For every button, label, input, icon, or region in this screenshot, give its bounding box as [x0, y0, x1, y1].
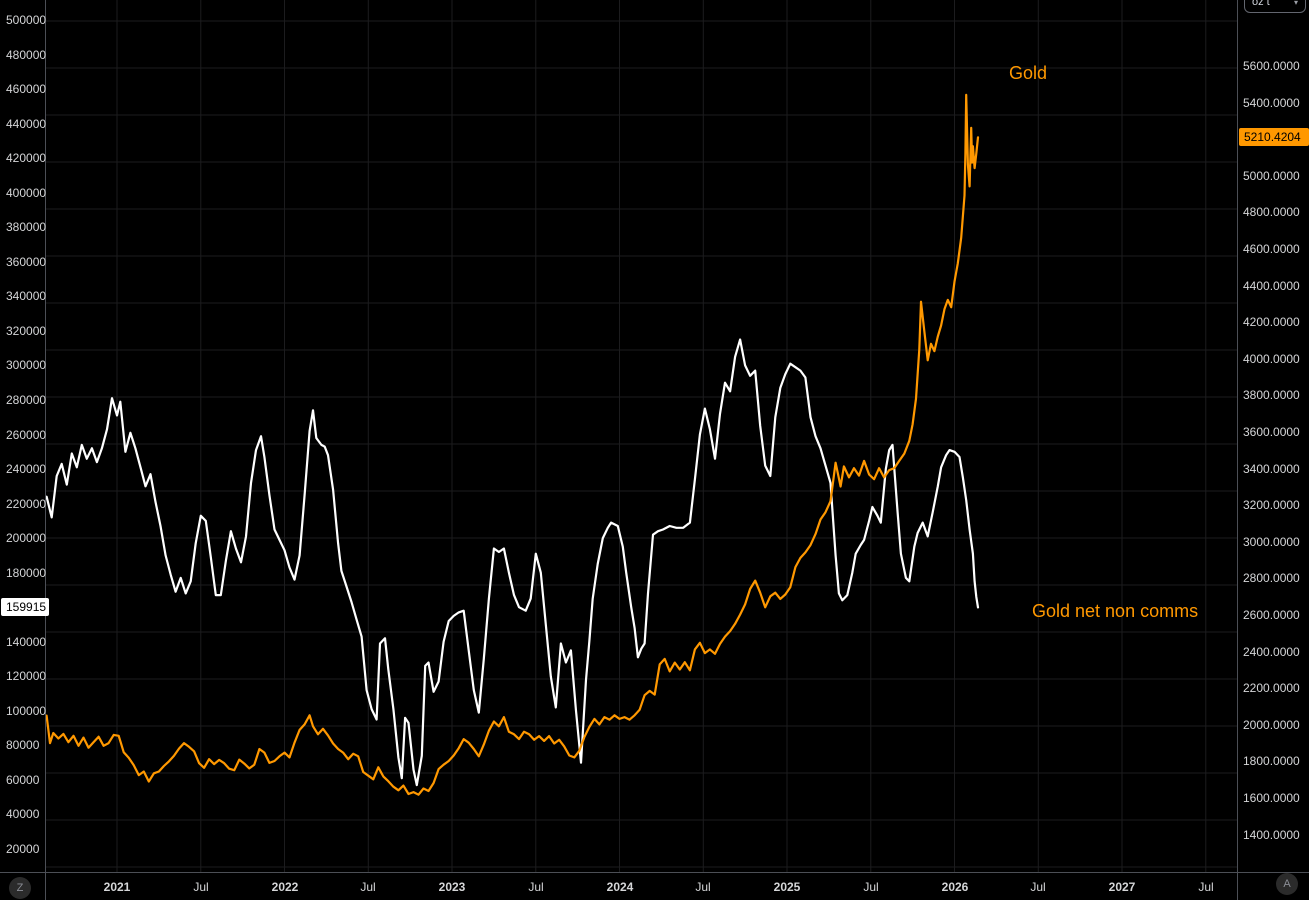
- time-axis-tick: Jul: [695, 880, 711, 894]
- right-axis-border: [1237, 0, 1238, 900]
- timezone-button[interactable]: Z: [9, 877, 31, 899]
- gold-last-price-tag: 5210.4204: [1239, 128, 1309, 146]
- right-axis-tick: 3200.0000: [1243, 498, 1300, 512]
- left-axis-tick: 140000: [6, 635, 47, 649]
- left-axis-tick: 240000: [6, 462, 47, 476]
- right-axis-tick: 2000.0000: [1243, 718, 1300, 732]
- left-axis-tick: 500000: [6, 13, 47, 27]
- chevron-down-icon: ▾: [1293, 0, 1298, 7]
- left-axis-tick: 20000: [6, 842, 40, 856]
- right-axis-tick: 3800.0000: [1243, 388, 1300, 402]
- time-axis[interactable]: 2021 Jul 2022 Jul 2023 Jul 2024 Jul 2025 Jul 2026 J…: [0, 873, 1309, 900]
- chart-plot-area[interactable]: Gold Gold net non comms: [0, 0, 1309, 872]
- gold-series-label[interactable]: Gold: [1009, 63, 1048, 83]
- left-axis-tick: 360000: [6, 255, 47, 269]
- right-axis-tick: 2400.0000: [1243, 645, 1300, 659]
- right-axis-tick: 5600.0000: [1243, 59, 1300, 73]
- right-axis-tick: 2200.0000: [1243, 681, 1300, 695]
- time-axis-tick: 2023: [438, 880, 466, 894]
- left-axis-tick: 480000: [6, 48, 47, 62]
- grid-lines: [46, 0, 1237, 872]
- unit-selector-label: oz t: [1252, 0, 1270, 8]
- left-axis-tick: 60000: [6, 773, 40, 787]
- left-axis-tick: 320000: [6, 324, 47, 338]
- left-price-axis[interactable]: 500000 480000 460000 440000 420000 400000 3800…: [0, 0, 47, 872]
- left-axis-tick: 300000: [6, 358, 47, 372]
- left-axis-tick: 280000: [6, 393, 47, 407]
- time-axis-tick: Jul: [863, 880, 879, 894]
- left-axis-tick: 200000: [6, 531, 47, 545]
- left-axis-tick: 440000: [6, 117, 47, 131]
- net-non-comms-series-label[interactable]: Gold net non comms: [1032, 601, 1199, 621]
- time-axis-tick: 2027: [1108, 880, 1136, 894]
- left-axis-tick: 460000: [6, 82, 47, 96]
- time-axis-tick: 2021: [103, 880, 131, 894]
- unit-selector-dropdown[interactable]: oz t ▾: [1244, 0, 1306, 13]
- right-axis-tick: 2800.0000: [1243, 571, 1300, 585]
- left-axis-border: [45, 0, 46, 900]
- auto-scale-button[interactable]: A: [1276, 873, 1298, 895]
- time-axis-tick: Jul: [1030, 880, 1046, 894]
- time-axis-tick: 2022: [271, 880, 299, 894]
- time-axis-tick: Jul: [528, 880, 544, 894]
- left-axis-tick: 40000: [6, 807, 40, 821]
- left-axis-tick: 100000: [6, 704, 47, 718]
- net-noncomms-series-line: [46, 338, 980, 787]
- time-axis-tick: Jul: [1198, 880, 1214, 894]
- left-axis-tick: 120000: [6, 669, 47, 683]
- gold-series-line: [46, 93, 980, 796]
- right-axis-tick: 1400.0000: [1243, 828, 1300, 842]
- time-axis-tick: Jul: [360, 880, 376, 894]
- right-axis-tick: 3400.0000: [1243, 462, 1300, 476]
- right-axis-tick: 1800.0000: [1243, 754, 1300, 768]
- right-axis-tick: 4800.0000: [1243, 205, 1300, 219]
- right-axis-tick: 3600.0000: [1243, 425, 1300, 439]
- left-axis-tick: 80000: [6, 738, 40, 752]
- right-price-axis[interactable]: 5600.0000 5400.0000 5000.0000 4800.0000 4600…: [1238, 0, 1309, 872]
- time-axis-tick: 2025: [773, 880, 801, 894]
- left-axis-tick: 220000: [6, 497, 47, 511]
- left-axis-tick: 420000: [6, 151, 47, 165]
- time-axis-tick: 2026: [941, 880, 969, 894]
- right-axis-tick: 4200.0000: [1243, 315, 1300, 329]
- right-axis-tick: 4600.0000: [1243, 242, 1300, 256]
- right-axis-tick: 4000.0000: [1243, 352, 1300, 366]
- right-axis-tick: 5000.0000: [1243, 169, 1300, 183]
- left-axis-tick: 180000: [6, 566, 47, 580]
- time-axis-tick: Jul: [193, 880, 209, 894]
- time-axis-tick: 2024: [606, 880, 634, 894]
- left-axis-tick: 380000: [6, 220, 47, 234]
- chart-canvas: [46, 0, 1237, 872]
- right-axis-tick: 5400.0000: [1243, 96, 1300, 110]
- right-axis-tick: 4400.0000: [1243, 279, 1300, 293]
- time-axis-border: [0, 872, 1309, 873]
- left-axis-tick: 340000: [6, 289, 47, 303]
- left-axis-tick: 400000: [6, 186, 47, 200]
- left-axis-tick: 260000: [6, 428, 47, 442]
- right-axis-tick: 3000.0000: [1243, 535, 1300, 549]
- right-axis-tick: 2600.0000: [1243, 608, 1300, 622]
- net-non-comms-last-price-tag: 159915: [1, 598, 49, 616]
- right-axis-tick: 1600.0000: [1243, 791, 1300, 805]
